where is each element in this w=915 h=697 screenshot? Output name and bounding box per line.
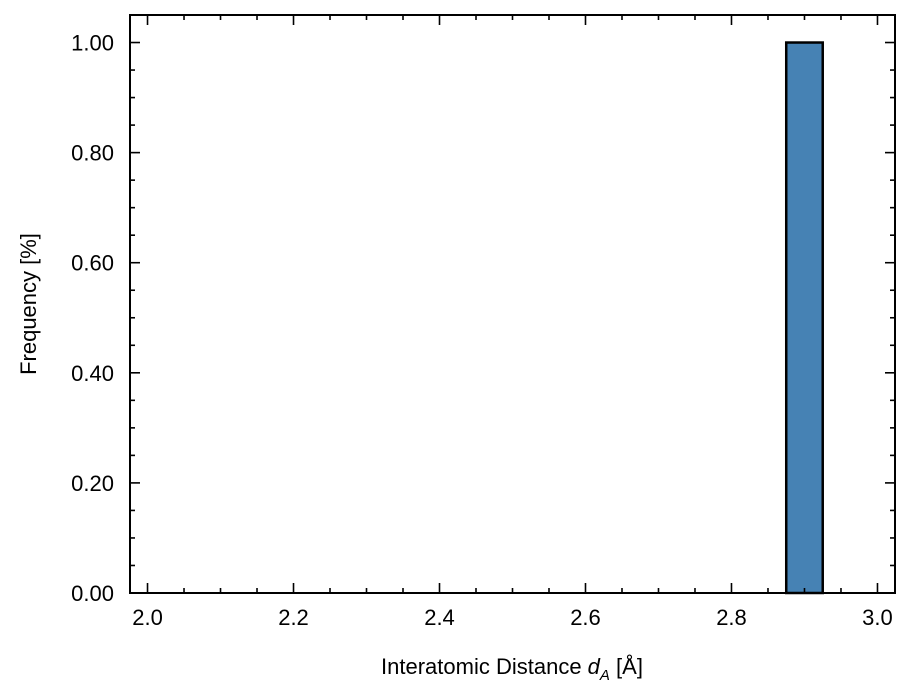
x-axis-label-main: Interatomic Distance [381,654,588,679]
y-axis-label: Frequency [%] [16,233,41,375]
bars-group [784,41,824,595]
histogram-bar-17 [784,41,824,595]
y-tick-label-0: 0.00 [71,581,114,606]
x-axis-label-symbol: d [588,654,601,679]
x-axis-label-unit: [Å] [610,654,643,679]
y-tick-label-2: 0.40 [71,361,114,386]
ticks-group [130,14,895,594]
x-tick-label-4: 2.8 [716,605,747,630]
y-tick-labels: 0.00 0.20 0.40 0.60 0.80 1.00 [71,31,114,606]
x-axis-label: Interatomic Distance dA [Å] [381,654,643,684]
plot-frame [129,14,896,594]
x-axis-label-subscript: A [599,667,610,684]
y-tick-label-4: 0.80 [71,141,114,166]
x-tick-labels: 2.0 2.2 2.4 2.6 2.8 3.0 [132,605,893,630]
y-tick-label-3: 0.60 [71,251,114,276]
y-tick-label-1: 0.20 [71,471,114,496]
x-tick-label-5: 3.0 [862,605,893,630]
x-tick-label-1: 2.2 [278,605,309,630]
x-tick-label-2: 2.4 [424,605,455,630]
x-tick-label-0: 2.0 [132,605,163,630]
x-tick-label-3: 2.6 [570,605,601,630]
y-tick-label-5: 1.00 [71,31,114,56]
